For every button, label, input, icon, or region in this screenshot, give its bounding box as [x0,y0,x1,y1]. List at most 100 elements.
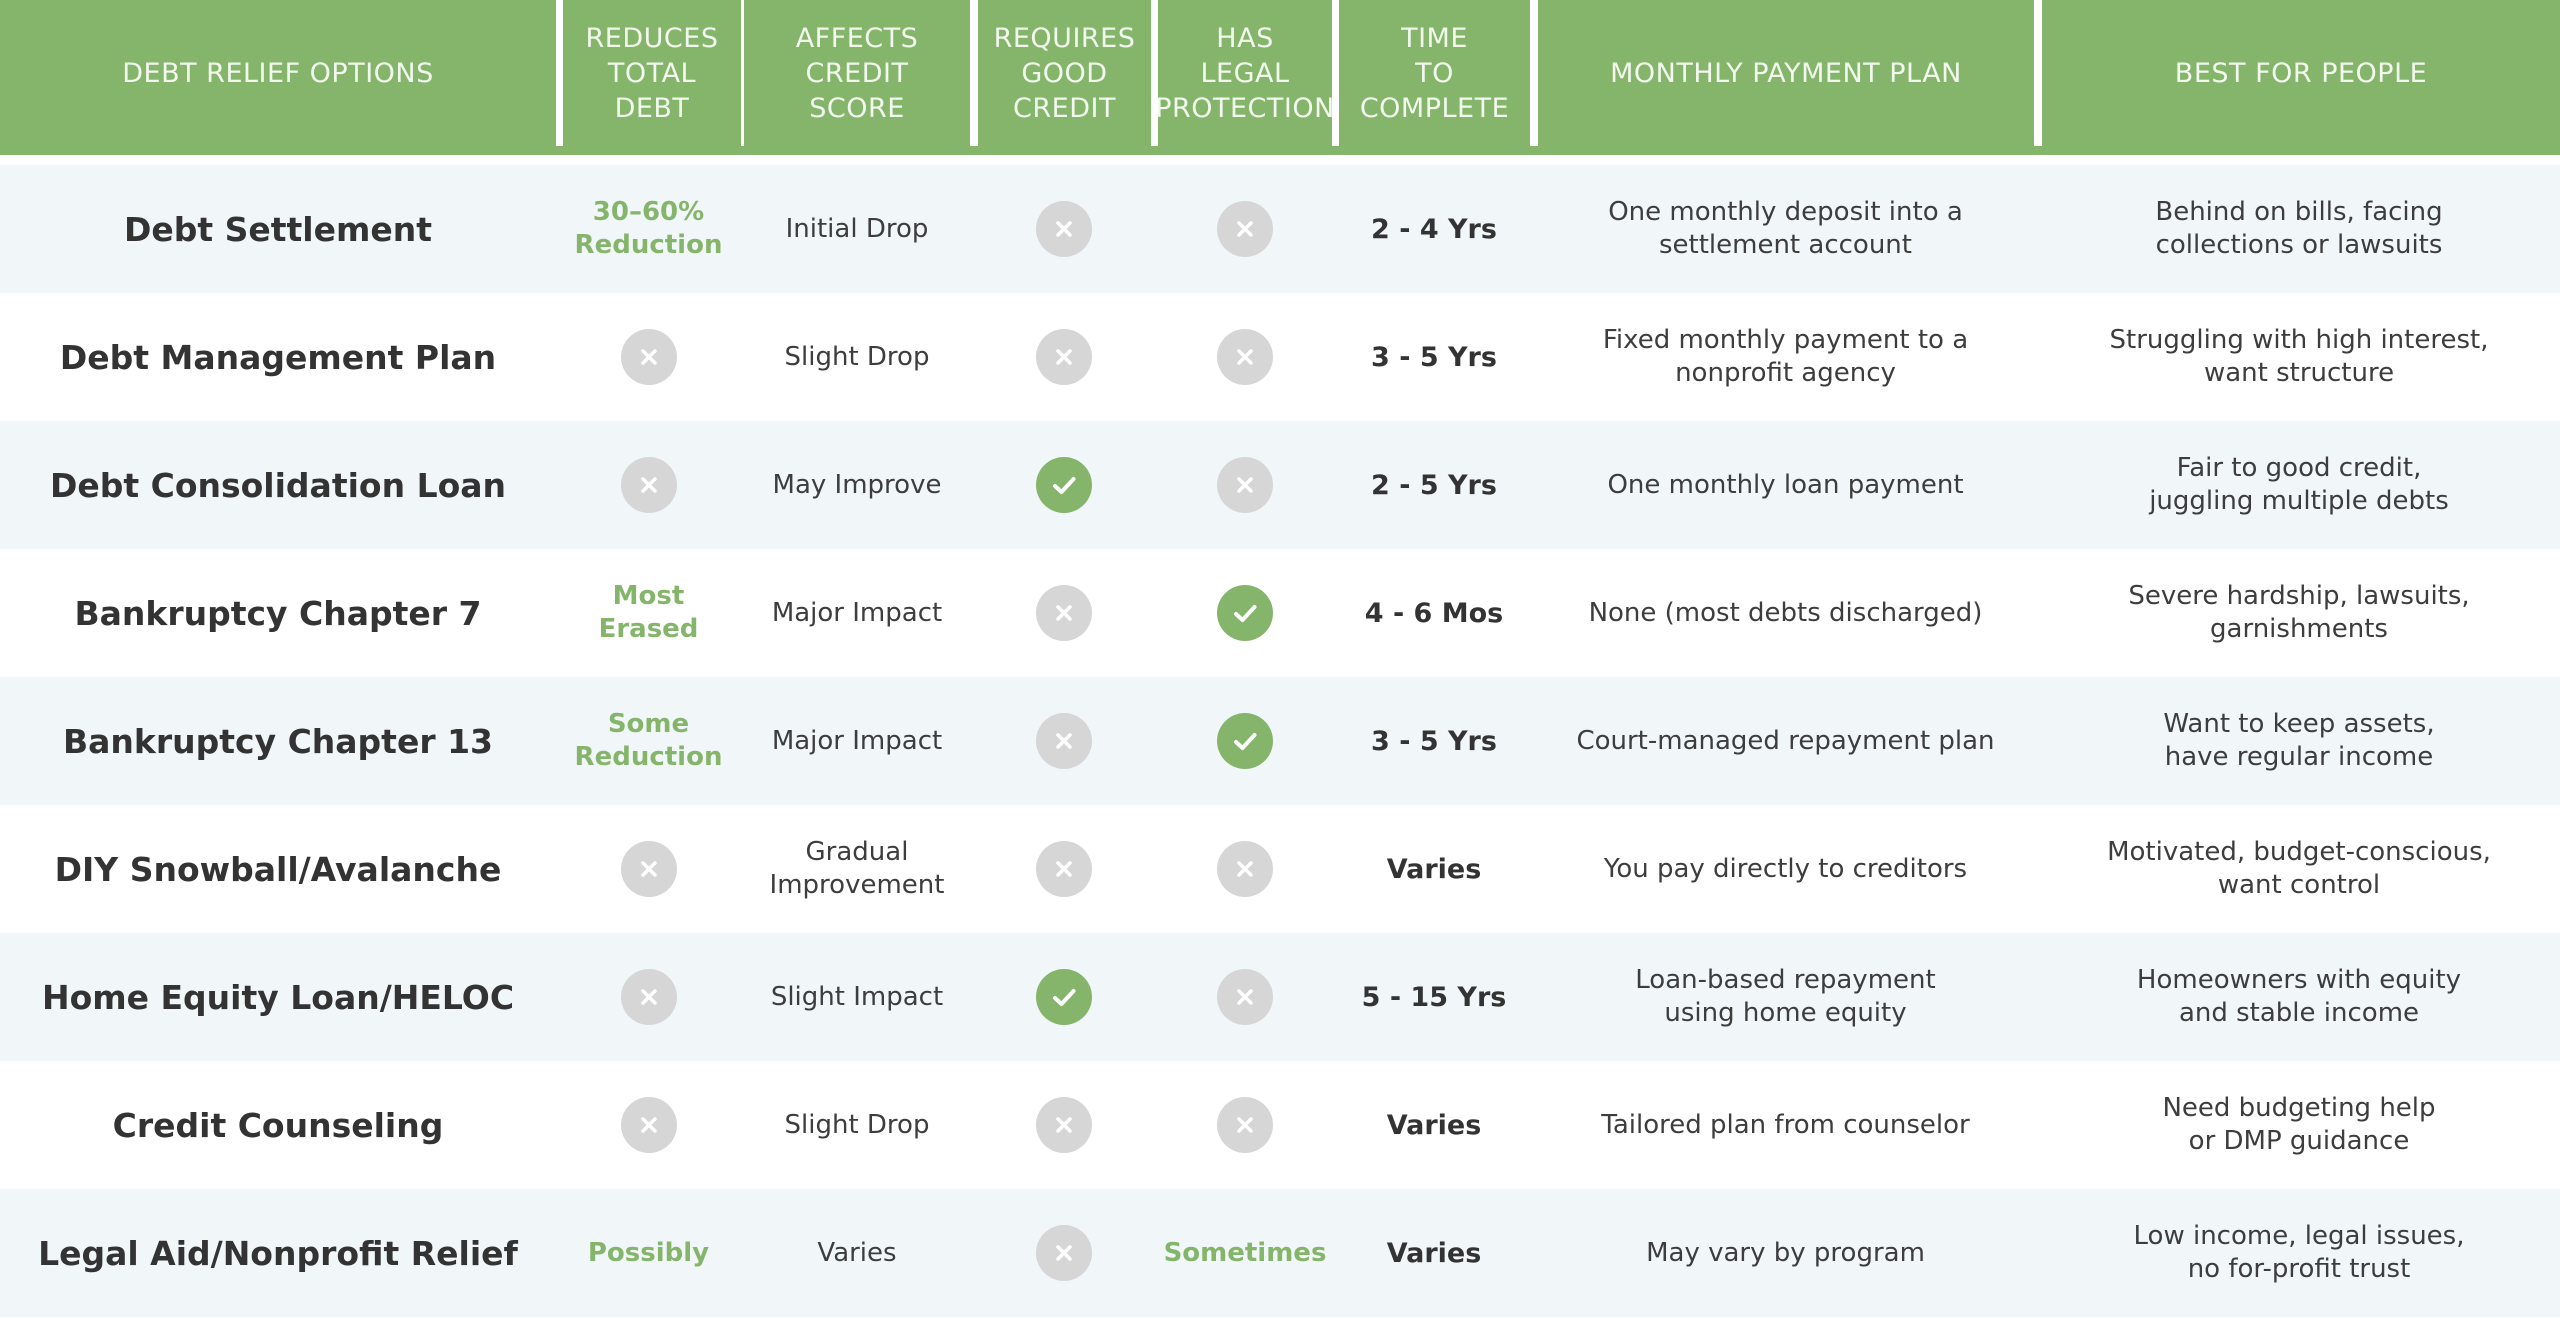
credit-score-cell: Slight Drop [741,1061,973,1189]
table-row: Bankruptcy Chapter 13 Some Reduction Major… [0,677,2560,805]
payment-plan-cell: Tailored plan from counselor [1533,1061,2038,1189]
header-time-to-complete: TIME TO COMPLETE [1339,0,1530,146]
header-reduces-total-debt: REDUCES TOTAL DEBT [563,0,741,146]
option-name-cell: Credit Counseling [0,1061,556,1189]
best-for-cell: Want to keep assets, have regular income [2038,677,2560,805]
x-icon [620,457,677,513]
credit-score-value: Slight Drop [784,341,930,372]
header-label: BEST FOR PEOPLE [2174,57,2428,89]
reduces-debt-value: Possibly [587,1237,710,1268]
x-icon [620,329,677,385]
payment-plan-cell: None (most debts discharged) [1533,549,2038,677]
legal-protection-cell [1155,1061,1335,1189]
option-name-cell: DIY Snowball/Avalanche [0,805,556,933]
best-for-value: Homeowners with equity and stable income [2136,965,2462,1028]
header-label: AFFECTS CREDIT SCORE [795,22,919,124]
good-credit-cell [973,1189,1155,1317]
legal-protection-cell: Sometimes [1155,1189,1335,1317]
time-to-complete-cell: Varies [1335,1189,1533,1317]
reduces-debt-cell: Possibly [556,1189,741,1317]
payment-plan-cell: Court-managed repayment plan [1533,677,2038,805]
header-requires-good-credit: REQUIRES GOOD CREDIT [978,0,1151,146]
table-body: Debt Settlement 30–60% Reduction Initial D… [0,165,2560,1317]
credit-score-cell: Initial Drop [741,165,973,293]
header-label: DEBT RELIEF OPTIONS [122,57,434,89]
payment-plan-value: Court-managed repayment plan [1576,725,1995,756]
table-row: Debt Management Plan Slight Drop 3 - 5 Yrs… [0,293,2560,421]
option-name-cell: Legal Aid/Nonprofit Relief [0,1189,556,1317]
payment-plan-value: Loan-based repayment using home equity [1635,965,1936,1028]
x-icon [1217,201,1273,257]
best-for-value: Want to keep assets, have regular income [2163,709,2435,772]
good-credit-cell [973,677,1155,805]
credit-score-cell: Major Impact [741,677,973,805]
option-name: Legal Aid/Nonprofit Relief [38,1233,518,1273]
payment-plan-value: You pay directly to creditors [1603,853,1968,884]
payment-plan-cell: You pay directly to creditors [1533,805,2038,933]
x-icon [1036,585,1092,641]
table-row: Debt Settlement 30–60% Reduction Initial D… [0,165,2560,293]
x-icon [620,969,677,1025]
x-icon [1217,841,1273,897]
table-row: Home Equity Loan/HELOC Slight Impact 5 - 1… [0,933,2560,1061]
header-label: TIME TO COMPLETE [1359,22,1510,124]
option-name-cell: Bankruptcy Chapter 13 [0,677,556,805]
good-credit-cell [973,1061,1155,1189]
good-credit-cell [973,293,1155,421]
best-for-value: Behind on bills, facing collections or l… [2155,197,2443,260]
best-for-cell: Homeowners with equity and stable income [2038,933,2560,1061]
table-row: Credit Counseling Slight Drop Varies Tailor… [0,1061,2560,1189]
credit-score-cell: Major Impact [741,549,973,677]
x-icon [1036,1097,1092,1153]
option-name: Bankruptcy Chapter 7 [74,593,482,633]
reduces-debt-value: Most Erased [598,581,699,644]
payment-plan-value: Tailored plan from counselor [1601,1109,1970,1140]
best-for-value: Severe hardship, lawsuits, garnishments [2128,581,2470,644]
reduces-debt-cell: Most Erased [556,549,741,677]
time-to-complete-value: 3 - 5 Yrs [1371,725,1497,757]
x-icon [620,1097,677,1153]
x-icon [1036,713,1092,769]
time-to-complete-cell: 2 - 5 Yrs [1335,421,1533,549]
x-icon [1217,457,1273,513]
option-name-cell: Bankruptcy Chapter 7 [0,549,556,677]
credit-score-value: Slight Drop [784,1109,930,1140]
table-row: DIY Snowball/Avalanche Gradual Improvemen… [0,805,2560,933]
header-monthly-payment-plan: MONTHLY PAYMENT PLAN [1538,0,2034,146]
reduces-debt-cell [556,933,741,1061]
legal-protection-cell [1155,677,1335,805]
check-icon [1217,585,1273,641]
table-row: Debt Consolidation Loan May Improve 2 - 5 … [0,421,2560,549]
legal-protection-cell [1155,421,1335,549]
credit-score-value: Varies [817,1237,897,1268]
credit-score-cell: Gradual Improvement [741,805,973,933]
best-for-cell: Low income, legal issues, no for-profit … [2038,1189,2560,1317]
credit-score-value: May Improve [772,469,942,500]
option-name: Debt Consolidation Loan [49,465,507,505]
payment-plan-cell: One monthly deposit into a settlement ac… [1533,165,2038,293]
x-icon [1036,841,1092,897]
reduces-debt-cell [556,421,741,549]
check-icon [1036,457,1092,513]
x-icon [1036,1225,1092,1281]
header-label: MONTHLY PAYMENT PLAN [1610,57,1962,89]
header-affects-credit-score: AFFECTS CREDIT SCORE [744,0,970,146]
good-credit-cell [973,933,1155,1061]
good-credit-cell [973,549,1155,677]
check-icon [1036,969,1092,1025]
option-name: DIY Snowball/Avalanche [54,849,502,889]
credit-score-cell: May Improve [741,421,973,549]
credit-score-cell: Varies [741,1189,973,1317]
best-for-value: Fair to good credit, juggling multiple d… [2149,453,2449,516]
time-to-complete-cell: Varies [1335,1061,1533,1189]
table-header: DEBT RELIEF OPTIONS REDUCES TOTAL DEBT A… [0,0,2560,155]
option-name: Debt Settlement [123,209,433,249]
header-label: REDUCES TOTAL DEBT [585,22,719,124]
time-to-complete-value: 3 - 5 Yrs [1371,341,1497,373]
header-label: HAS LEGAL PROTECTION [1155,22,1335,124]
credit-score-cell: Slight Drop [741,293,973,421]
credit-score-value: Slight Impact [770,981,944,1012]
time-to-complete-value: Varies [1386,853,1482,885]
legal-protection-cell [1155,165,1335,293]
time-to-complete-value: 4 - 6 Mos [1364,597,1504,629]
